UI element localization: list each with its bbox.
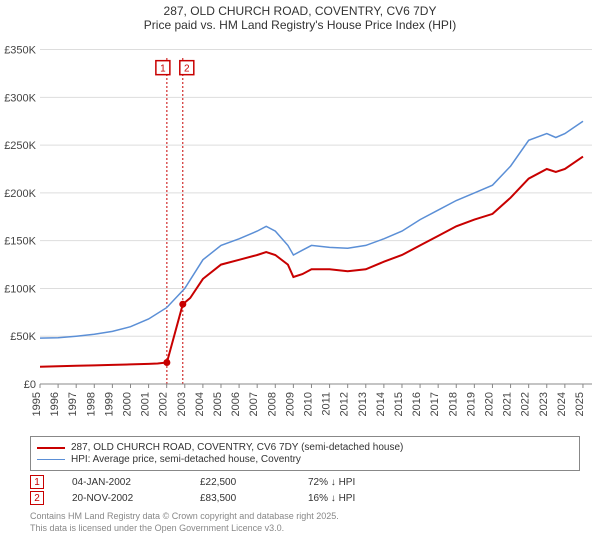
legend: 287, OLD CHURCH ROAD, COVENTRY, CV6 7DY … <box>30 436 580 471</box>
svg-text:2006: 2006 <box>230 392 242 416</box>
line-chart: £0 £50K £100K £150K £200K £250K £300K £350K 1 2 19… <box>0 34 600 434</box>
svg-text:2001: 2001 <box>140 392 152 416</box>
svg-text:2022: 2022 <box>520 392 532 416</box>
sale-price: £83,500 <box>200 493 280 504</box>
footer: Contains HM Land Registry data © Crown c… <box>30 511 580 534</box>
svg-text:2011: 2011 <box>321 392 333 416</box>
svg-text:1997: 1997 <box>67 392 79 416</box>
svg-text:2013: 2013 <box>357 392 369 416</box>
svg-text:2021: 2021 <box>502 392 514 416</box>
sale-diff: 16% ↓ HPI <box>308 493 408 504</box>
svg-text:2015: 2015 <box>393 392 405 416</box>
svg-text:2023: 2023 <box>538 392 550 416</box>
svg-text:2012: 2012 <box>339 392 351 416</box>
svg-text:£300K: £300K <box>4 92 36 104</box>
title-block: 287, OLD CHURCH ROAD, COVENTRY, CV6 7DY … <box>0 0 600 34</box>
svg-text:1999: 1999 <box>103 392 115 416</box>
svg-text:2002: 2002 <box>158 392 170 416</box>
svg-text:£250K: £250K <box>4 140 36 152</box>
svg-text:2018: 2018 <box>447 392 459 416</box>
svg-text:2014: 2014 <box>375 392 387 416</box>
svg-text:1995: 1995 <box>31 392 43 416</box>
legend-item: HPI: Average price, semi-detached house,… <box>37 454 573 465</box>
chart-container: 287, OLD CHURCH ROAD, COVENTRY, CV6 7DY … <box>0 0 600 560</box>
svg-text:2004: 2004 <box>194 392 206 416</box>
svg-text:1: 1 <box>160 64 166 75</box>
svg-text:£200K: £200K <box>4 188 36 200</box>
svg-text:2019: 2019 <box>465 392 477 416</box>
legend-swatch <box>37 459 65 461</box>
svg-text:1998: 1998 <box>85 392 97 416</box>
svg-text:2016: 2016 <box>411 392 423 416</box>
svg-text:2003: 2003 <box>176 392 188 416</box>
legend-label: 287, OLD CHURCH ROAD, COVENTRY, CV6 7DY … <box>71 442 403 453</box>
chart-area: £0 £50K £100K £150K £200K £250K £300K £350K 1 2 19… <box>0 34 600 434</box>
svg-text:2008: 2008 <box>266 392 278 416</box>
legend-item: 287, OLD CHURCH ROAD, COVENTRY, CV6 7DY … <box>37 442 573 453</box>
title-line1: 287, OLD CHURCH ROAD, COVENTRY, CV6 7DY <box>0 4 600 18</box>
svg-text:2005: 2005 <box>212 392 224 416</box>
sale-diff: 72% ↓ HPI <box>308 477 408 488</box>
svg-text:£100K: £100K <box>4 283 36 295</box>
svg-text:£50K: £50K <box>10 331 36 343</box>
svg-text:2024: 2024 <box>556 392 568 416</box>
svg-text:£150K: £150K <box>4 236 36 248</box>
sales-table: 1 04-JAN-2002 £22,500 72% ↓ HPI 2 20-NOV… <box>30 475 580 505</box>
legend-swatch <box>37 447 65 449</box>
sale-date: 20-NOV-2002 <box>72 493 172 504</box>
footer-line1: Contains HM Land Registry data © Crown c… <box>30 511 580 523</box>
footer-line2: This data is licensed under the Open Gov… <box>30 523 580 535</box>
sale-price: £22,500 <box>200 477 280 488</box>
svg-text:2: 2 <box>184 64 190 75</box>
svg-text:2010: 2010 <box>302 392 314 416</box>
svg-text:£350K: £350K <box>4 45 36 57</box>
svg-text:2000: 2000 <box>121 392 133 416</box>
sale-marker-icon: 2 <box>30 491 44 505</box>
svg-text:2020: 2020 <box>483 392 495 416</box>
legend-label: HPI: Average price, semi-detached house,… <box>71 454 301 465</box>
svg-text:2025: 2025 <box>574 392 586 416</box>
svg-text:£0: £0 <box>24 379 36 391</box>
sale-date: 04-JAN-2002 <box>72 477 172 488</box>
title-line2: Price paid vs. HM Land Registry's House … <box>0 18 600 32</box>
svg-text:2009: 2009 <box>284 392 296 416</box>
sales-row: 1 04-JAN-2002 £22,500 72% ↓ HPI <box>30 475 580 489</box>
svg-text:2007: 2007 <box>248 392 260 416</box>
svg-text:1996: 1996 <box>49 392 61 416</box>
sales-row: 2 20-NOV-2002 £83,500 16% ↓ HPI <box>30 491 580 505</box>
svg-text:2017: 2017 <box>429 392 441 416</box>
sale-marker-icon: 1 <box>30 475 44 489</box>
